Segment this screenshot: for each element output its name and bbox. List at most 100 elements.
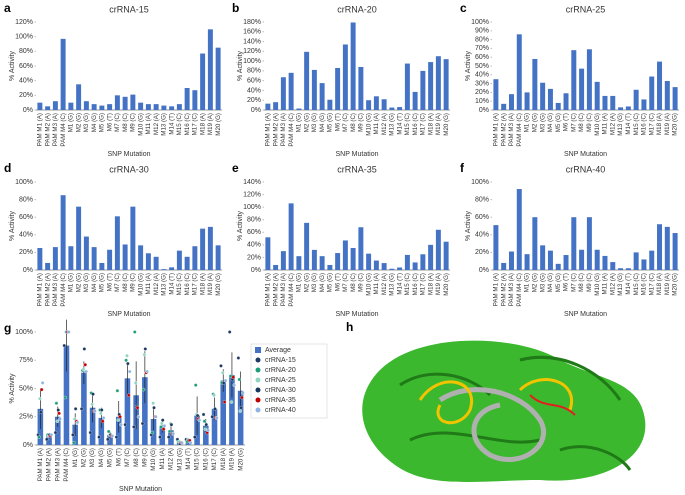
data-point — [38, 396, 42, 401]
bar — [633, 89, 639, 110]
bar — [389, 268, 395, 270]
bar — [319, 256, 325, 270]
bar — [176, 250, 182, 270]
data-point — [40, 381, 45, 385]
x-tick-label: M12 (A) — [153, 273, 160, 295]
x-tick-label: M15 (C) — [176, 273, 183, 295]
bar — [273, 264, 279, 270]
bar — [335, 253, 341, 270]
bar — [99, 262, 105, 270]
bar — [215, 245, 221, 270]
chart-title: crRNA-35 — [337, 164, 377, 174]
y-tick-label: 20% — [19, 249, 33, 256]
bar — [68, 246, 74, 270]
bar — [207, 226, 213, 270]
x-tick-label: M2 (G) — [81, 448, 88, 467]
y-tick-label: 90% — [475, 28, 489, 35]
bar — [46, 435, 52, 445]
x-tick-label: M9 (C) — [358, 273, 365, 292]
x-tick-label: M14 (T) — [396, 113, 403, 135]
x-tick-label: M18 (A) — [427, 273, 434, 295]
x-tick-label: M10 (G) — [137, 273, 144, 296]
x-tick-label: M18 (A) — [656, 273, 663, 295]
y-tick-label: 80% — [475, 196, 489, 203]
bar — [335, 67, 341, 110]
data-point — [241, 391, 245, 395]
x-tick-label: M10 (G) — [594, 273, 601, 296]
data-point — [63, 395, 67, 400]
bar — [358, 66, 364, 110]
x-tick-label: M3 (G) — [89, 448, 96, 467]
x-tick-label: M19 (A) — [664, 113, 671, 135]
x-tick-label: M3 (G) — [539, 273, 546, 292]
x-tick-label: M13 (G) — [617, 113, 624, 136]
bar — [381, 99, 387, 110]
x-tick-label: PAM M3 (A) — [280, 113, 287, 146]
bar — [76, 206, 82, 270]
bar — [81, 372, 87, 445]
panel-letter: g — [4, 321, 11, 335]
y-tick-label: 0% — [251, 107, 261, 114]
data-point — [119, 422, 123, 427]
x-tick-label: M18 (A) — [656, 113, 663, 135]
x-axis-label: SNP Mutation — [119, 486, 162, 493]
x-tick-label: M7 (C) — [342, 113, 349, 132]
bar — [37, 102, 43, 110]
x-tick-label: PAM M2 (A) — [500, 113, 507, 146]
y-tick-label: 20% — [475, 249, 489, 256]
data-point — [142, 352, 147, 357]
protein-helix — [399, 355, 632, 471]
bar — [265, 103, 271, 110]
x-tick-label: PAM M1 (A) — [493, 113, 500, 146]
data-point — [127, 369, 132, 374]
x-tick-label: M20 (G) — [443, 113, 450, 136]
data-point — [193, 435, 197, 439]
x-tick-label: PAM M1 (A) — [37, 448, 44, 481]
bar — [130, 94, 136, 110]
bar — [404, 254, 410, 270]
y-tick-label: 30% — [475, 80, 489, 87]
bar — [412, 262, 418, 270]
bar — [280, 77, 286, 110]
x-tick-label: M2 (G) — [531, 273, 538, 292]
bar — [138, 102, 144, 110]
x-tick-label: M16 (C) — [641, 273, 648, 295]
data-point — [238, 409, 242, 413]
data-point — [152, 405, 156, 410]
x-tick-label: M7 (C) — [124, 448, 131, 467]
bar — [184, 88, 190, 110]
x-tick-label: M12 (A) — [609, 113, 616, 135]
bar — [207, 29, 213, 110]
data-point — [53, 430, 58, 435]
data-point — [91, 392, 95, 396]
x-tick-label: M18 (A) — [220, 448, 227, 470]
y-tick-label: 60% — [247, 229, 261, 236]
x-axis-label: SNP Mutation — [107, 151, 150, 158]
y-tick-label: 40% — [475, 232, 489, 239]
x-tick-label: M20 (G) — [672, 273, 679, 296]
bar — [625, 268, 631, 270]
x-tick-label: M3 (G) — [311, 113, 318, 132]
bar — [122, 96, 128, 110]
bar — [114, 216, 120, 270]
x-tick-label: M19 (A) — [435, 113, 442, 135]
data-point — [55, 419, 60, 424]
bar — [516, 189, 522, 270]
x-tick-label: M8 (C) — [350, 273, 357, 292]
data-point — [141, 387, 146, 392]
x-tick-label: PAM M3 (A) — [52, 113, 59, 146]
legend-box — [250, 343, 328, 419]
bar — [516, 34, 522, 110]
y-tick-label: 80% — [19, 196, 33, 203]
y-tick-label: 20% — [475, 89, 489, 96]
x-tick-label: M4 (G) — [98, 448, 105, 467]
legend-swatch — [255, 357, 261, 363]
bar — [153, 104, 159, 110]
x-tick-label: M10 (G) — [150, 448, 157, 471]
data-point — [161, 427, 166, 431]
x-tick-label: M5 (G) — [99, 113, 106, 132]
x-tick-label: M13 (G) — [617, 273, 624, 296]
y-tick-label: 100% — [243, 204, 261, 211]
data-point — [221, 381, 226, 385]
bar — [68, 102, 74, 110]
